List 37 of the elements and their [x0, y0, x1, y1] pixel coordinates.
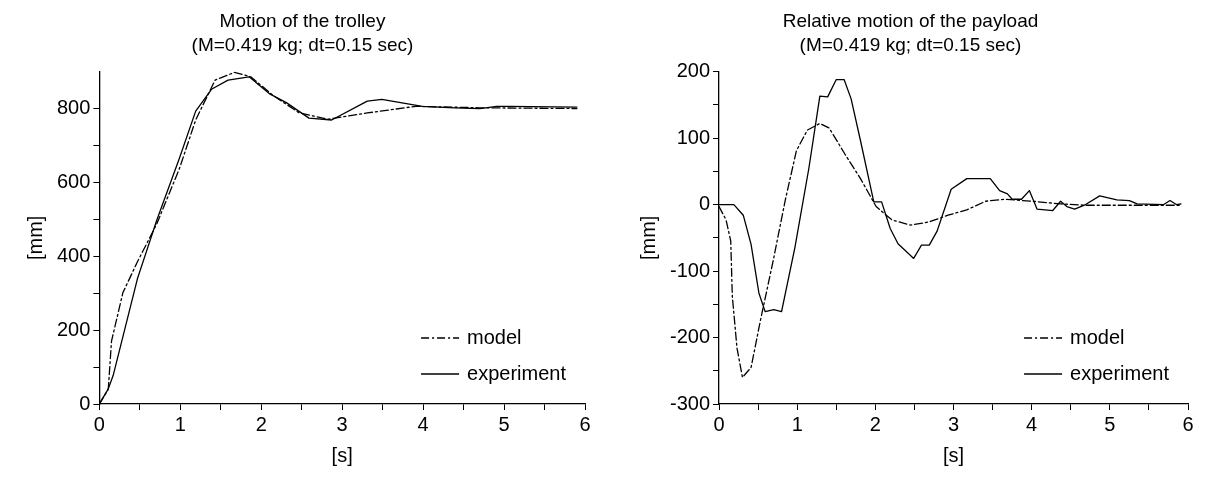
legend-label: model	[467, 325, 522, 348]
chart-title: Relative motion of the payload	[782, 9, 1039, 31]
y-tick-label: -300	[670, 391, 711, 414]
x-axis-title: [s]	[331, 443, 353, 466]
y-tick-label: 200	[56, 317, 91, 340]
y-tick-label: 800	[56, 96, 91, 119]
chart-subtitle: (M=0.419 kg; dt=0.15 sec)	[799, 34, 1022, 56]
x-tick-label: 0	[93, 412, 105, 435]
x-tick-label: 1	[791, 412, 803, 435]
x-tick-label: 5	[1104, 412, 1116, 435]
x-tick-label: 6	[1182, 412, 1194, 435]
y-tick-label: 0	[79, 391, 91, 414]
x-tick-label: 6	[579, 412, 591, 435]
y-axis-title: [mm]	[23, 215, 46, 261]
legend-label: experiment	[467, 361, 567, 384]
y-tick-label: -100	[670, 258, 711, 281]
legend-label: experiment	[1070, 361, 1170, 384]
y-tick-label: 100	[676, 125, 711, 148]
y-axis-title: [mm]	[636, 215, 659, 261]
x-tick-label: 5	[498, 412, 510, 435]
y-tick-label: 400	[56, 243, 91, 266]
x-tick-label: 3	[947, 412, 960, 435]
chart-title: Motion of the trolley	[219, 9, 386, 31]
chart-subtitle: (M=0.419 kg; dt=0.15 sec)	[191, 34, 414, 56]
x-tick-label: 4	[417, 412, 429, 435]
x-axis-title: [s]	[942, 443, 965, 466]
y-tick-label: 200	[676, 59, 711, 82]
y-tick-label: 600	[56, 169, 91, 192]
x-tick-label: 4	[1026, 412, 1038, 435]
y-tick-label: -200	[670, 325, 711, 348]
x-tick-label: 0	[713, 412, 725, 435]
y-tick-label: 0	[698, 192, 711, 215]
x-tick-label: 2	[869, 412, 881, 435]
x-tick-label: 2	[255, 412, 267, 435]
x-tick-label: 3	[336, 412, 348, 435]
x-tick-label: 1	[174, 412, 186, 435]
legend-label: model	[1070, 325, 1125, 348]
